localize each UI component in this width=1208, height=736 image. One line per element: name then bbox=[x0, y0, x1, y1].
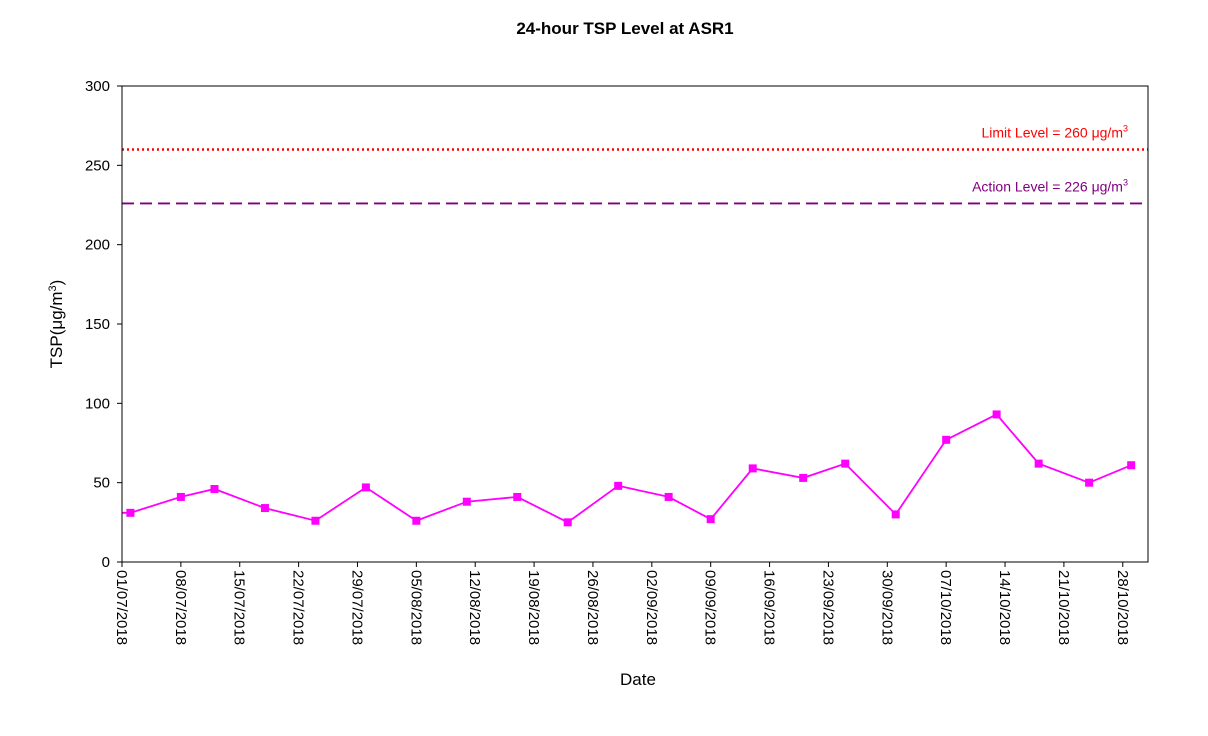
data-point bbox=[412, 516, 421, 525]
x-tick-label: 16/09/2018 bbox=[761, 570, 778, 645]
data-point bbox=[462, 497, 471, 506]
x-tick-label: 19/08/2018 bbox=[525, 570, 542, 645]
x-tick-label: 01/07/2018 bbox=[113, 570, 130, 645]
y-tick-label: 250 bbox=[85, 157, 110, 174]
x-tick-label: 05/08/2018 bbox=[407, 570, 424, 645]
chart-title: 24-hour TSP Level at ASR1 bbox=[516, 19, 733, 38]
data-point bbox=[841, 459, 850, 468]
y-tick-label: 150 bbox=[85, 316, 110, 333]
y-axis-title-main: TSP(μg/m bbox=[47, 291, 66, 368]
data-point bbox=[992, 410, 1001, 419]
data-point bbox=[1034, 459, 1043, 468]
x-tick-label: 08/07/2018 bbox=[172, 570, 189, 645]
y-tick-label: 50 bbox=[93, 475, 110, 492]
data-point bbox=[563, 518, 572, 527]
data-point bbox=[210, 485, 219, 494]
x-tick-label: 22/07/2018 bbox=[290, 570, 307, 645]
data-point bbox=[891, 510, 900, 519]
data-point bbox=[664, 492, 673, 501]
y-tick-label: 100 bbox=[85, 395, 110, 412]
y-tick-label: 200 bbox=[85, 237, 110, 254]
x-tick-label: 14/10/2018 bbox=[996, 570, 1013, 645]
data-series bbox=[122, 410, 1136, 527]
data-point bbox=[748, 464, 757, 473]
data-point bbox=[1085, 478, 1094, 487]
x-axis-ticks: 01/07/2018 08/07/2018 15/07/2018 22/07/2018… bbox=[113, 562, 1131, 645]
y-axis-title: TSP(μg/m3) bbox=[47, 280, 66, 369]
data-point bbox=[614, 481, 623, 490]
plot-area-border bbox=[121, 85, 1149, 563]
data-point bbox=[1127, 461, 1136, 470]
x-tick-label: 15/07/2018 bbox=[231, 570, 248, 645]
y-axis-title-sup: 3 bbox=[47, 285, 59, 291]
x-tick-label: 30/09/2018 bbox=[878, 570, 895, 645]
y-axis-title-close: ) bbox=[47, 280, 66, 286]
x-tick-label: 28/10/2018 bbox=[1114, 570, 1131, 645]
reference-lines: Limit Level = 260 μg/m3 Action Level = 22… bbox=[122, 123, 1148, 205]
y-tick-label: 300 bbox=[85, 78, 110, 95]
data-point bbox=[126, 508, 135, 517]
data-point bbox=[513, 492, 522, 501]
x-tick-label: 29/07/2018 bbox=[348, 570, 365, 645]
data-point bbox=[176, 492, 185, 501]
y-axis-ticks: 0 50 100 150 200 250 300 bbox=[85, 78, 122, 571]
x-tick-label: 21/10/2018 bbox=[1055, 570, 1072, 645]
action-level-label: Action Level = 226 μg/m3 bbox=[972, 177, 1128, 194]
data-point bbox=[260, 504, 269, 513]
limit-level-label: Limit Level = 260 μg/m3 bbox=[981, 123, 1128, 140]
y-tick-label: 0 bbox=[102, 554, 110, 571]
data-point bbox=[799, 473, 808, 482]
x-tick-label: 09/09/2018 bbox=[702, 570, 719, 645]
x-axis-title: Date bbox=[620, 670, 656, 689]
data-point bbox=[706, 515, 715, 524]
x-tick-label: 26/08/2018 bbox=[584, 570, 601, 645]
x-tick-label: 23/09/2018 bbox=[819, 570, 836, 645]
x-tick-label: 07/10/2018 bbox=[937, 570, 954, 645]
data-point bbox=[311, 516, 320, 525]
x-tick-label: 02/09/2018 bbox=[643, 570, 660, 645]
x-tick-label: 12/08/2018 bbox=[466, 570, 483, 645]
data-point bbox=[942, 435, 951, 444]
series-line bbox=[122, 413, 1132, 524]
data-point bbox=[361, 483, 370, 492]
